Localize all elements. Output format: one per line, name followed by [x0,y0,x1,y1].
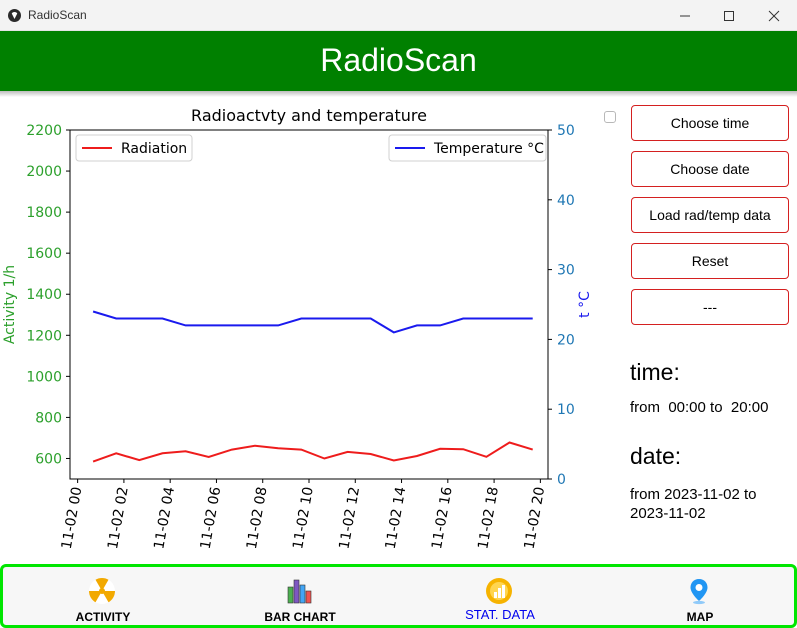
y-tick-label: 1200 [26,328,62,344]
temperature-legend-label: Temperature °C [433,141,544,157]
map-pin-icon [690,579,708,605]
y-tick-label: 600 [35,451,62,467]
temperature-legend-box [388,134,547,162]
choose-time-button[interactable]: Choose time [631,105,789,141]
app-header: RadioScan [0,31,797,91]
close-icon [768,10,780,21]
radiation-icon [88,577,116,604]
x-tick-label: 11-02 18 [475,486,502,551]
x-tick-label: 11-02 00 [59,486,86,551]
x-tick-label: 11-02 04 [151,486,178,551]
radiation-legend-box [75,134,193,162]
x-tick-label: 11-02 20 [522,486,549,551]
nav-stat-data-label: STAT. DATA [465,607,535,622]
close-button[interactable] [751,0,797,31]
y-tick-label: 1600 [26,246,62,262]
y2-tick-label: 0 [557,472,566,488]
x-tick-label: 11-02 16 [429,486,456,551]
header-title: RadioScan [320,42,477,78]
time-range-text: from 00:00 to 20:00 [630,399,769,416]
x-tick-label: 11-02 06 [198,486,225,551]
x-tick-label: 11-02 10 [290,486,317,551]
x-tick-label: 11-02 12 [336,486,363,551]
nav-stat-data[interactable]: STAT. DATA [400,567,600,625]
y-tick-label: 1000 [26,369,62,385]
y2-tick-label: 10 [557,402,575,418]
chart-area: Radioactvty and temperature 600 800 1000 120… [0,100,600,560]
app-icon [8,9,21,22]
bottom-navigation: ACTIVITY BAR CHART STAT. DATA MAP [0,564,797,628]
x-tick-label: 11-02 14 [383,486,410,551]
y2-tick-label: 30 [557,263,575,279]
minimize-button[interactable] [662,0,708,31]
y-tick-label: 1400 [26,287,62,303]
date-heading: date: [630,443,682,469]
window-titlebar: RadioScan [0,0,797,31]
stat-data-icon [486,578,512,604]
chart-checkbox[interactable] [604,111,616,123]
y-tick-label: 2200 [26,123,62,139]
y2-axis-label: t °C [577,291,593,318]
bar-chart-icon [287,579,312,604]
choose-date-button[interactable]: Choose date [631,151,789,187]
y-tick-label: 2000 [26,164,62,180]
x-tick-label: 11-02 02 [105,486,132,551]
time-heading: time: [630,359,680,385]
chart-title: Radioactvty and temperature [191,106,427,125]
radiation-temperature-chart: Radioactvty and temperature 600 800 1000 120… [2,106,593,551]
y-axis-label: Activity 1/h [2,265,18,344]
y-tick-label: 1800 [26,205,62,221]
series-line-radiation [92,441,533,463]
maximize-button[interactable] [706,0,752,31]
nav-bar-chart[interactable]: BAR CHART [200,567,400,625]
plot-frame [69,129,549,480]
load-data-button[interactable]: Load rad/temp data [631,197,789,233]
y2-tick-label: 40 [557,193,575,209]
header-shadow [0,91,797,97]
nav-activity[interactable]: ACTIVITY [3,567,203,625]
x-tick-label: 11-02 08 [244,486,271,551]
extra-button[interactable]: --- [631,289,789,325]
y2-tick-label: 20 [557,332,575,348]
y2-tick-label: 50 [557,123,575,139]
reset-button[interactable]: Reset [631,243,789,279]
radiation-legend-label: Radiation [121,141,187,157]
window-title: RadioScan [28,8,87,22]
nav-map-label: MAP [686,610,714,624]
nav-activity-label: ACTIVITY [75,610,131,624]
maximize-icon [724,10,734,21]
minimize-icon [680,15,690,16]
nav-map[interactable]: MAP [600,567,797,625]
date-range-text: from 2023-11-02 to 2023-11-02 [630,486,757,522]
nav-bar-chart-label: BAR CHART [264,610,336,624]
y-tick-label: 800 [35,410,62,426]
series-line-temperature [92,310,533,334]
